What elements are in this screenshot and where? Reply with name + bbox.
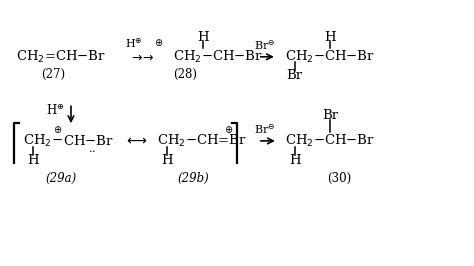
Text: H: H [289,154,301,167]
Text: CH$_2$$-$CH$-$Br: CH$_2$$-$CH$-$Br [285,133,375,149]
Text: Br: Br [322,109,338,122]
Text: CH$_2$=CH$-$Br: CH$_2$=CH$-$Br [16,49,106,65]
Text: $\cdot\!\cdot$: $\cdot\!\cdot$ [88,145,96,155]
Text: (28): (28) [173,68,197,81]
Text: $\oplus$: $\oplus$ [54,123,63,135]
Text: $\rightarrow\!\!\rightarrow$: $\rightarrow\!\!\rightarrow$ [129,50,155,63]
Text: $\oplus$: $\oplus$ [154,38,163,48]
Text: H: H [325,31,336,44]
Text: Br$^{\ominus}$: Br$^{\ominus}$ [254,38,275,52]
Text: CH$-$Br: CH$-$Br [63,134,114,148]
Text: H$^{\oplus}$: H$^{\oplus}$ [125,36,142,49]
Text: CH$_2$$-$CH$-$Br: CH$_2$$-$CH$-$Br [173,49,264,65]
Text: (30): (30) [327,172,352,185]
Text: (27): (27) [41,68,65,81]
Text: H: H [27,154,39,167]
Text: (29b): (29b) [177,172,209,185]
Text: H: H [162,154,173,167]
Text: (29a): (29a) [46,172,77,185]
Text: H: H [197,31,209,44]
Text: Br$^{\ominus}$: Br$^{\ominus}$ [254,122,275,136]
Text: H$^{\oplus}$: H$^{\oplus}$ [46,104,64,118]
Text: CH$_2$$-$CH=Br: CH$_2$$-$CH=Br [157,133,247,149]
Text: CH$_2$$-$: CH$_2$$-$ [23,133,63,149]
Text: Br: Br [287,69,303,82]
Text: CH$_2$$-$CH$-$Br: CH$_2$$-$CH$-$Br [285,49,375,65]
Text: $\longleftrightarrow$: $\longleftrightarrow$ [124,134,147,148]
Text: $\oplus$: $\oplus$ [224,123,234,135]
